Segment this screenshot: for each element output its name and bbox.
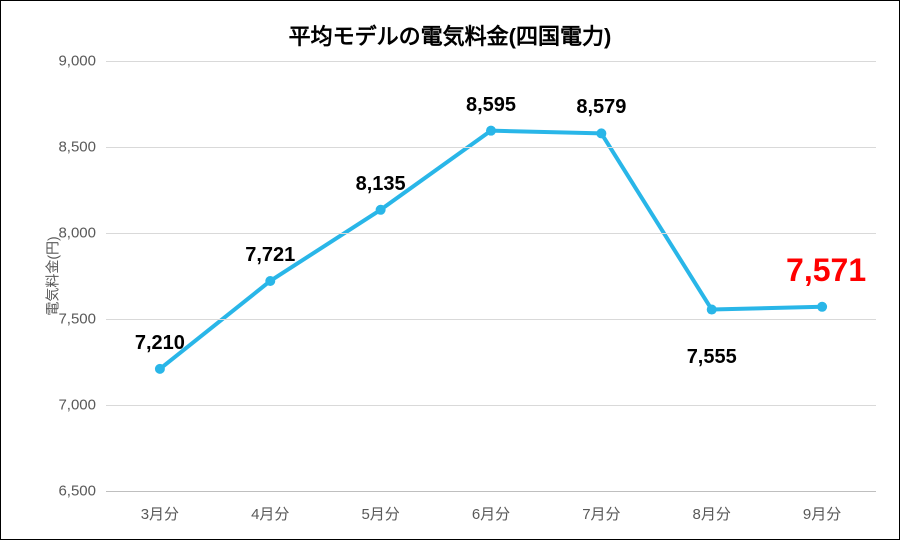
data-label: 7,555 bbox=[687, 346, 737, 369]
y-tick-label: 7,500 bbox=[58, 311, 96, 328]
data-label: 8,595 bbox=[466, 94, 516, 117]
data-marker bbox=[376, 205, 386, 215]
gridline bbox=[106, 61, 876, 62]
data-label-highlight: 7,571 bbox=[786, 252, 866, 289]
y-tick-label: 8,500 bbox=[58, 139, 96, 156]
y-tick-label: 9,000 bbox=[58, 53, 96, 70]
x-tick-label: 7月分 bbox=[582, 503, 620, 524]
gridline bbox=[106, 319, 876, 320]
chart-title: 平均モデルの電気料金(四国電力) bbox=[1, 19, 899, 51]
x-tick-label: 9月分 bbox=[803, 503, 841, 524]
data-marker bbox=[596, 128, 606, 138]
x-tick-label: 6月分 bbox=[472, 503, 510, 524]
plot-area: 6,5007,0007,5008,0008,5009,0003月分4月分5月分6… bbox=[106, 61, 876, 491]
x-tick-label: 8月分 bbox=[693, 503, 731, 524]
y-tick-label: 6,500 bbox=[58, 483, 96, 500]
data-marker bbox=[265, 276, 275, 286]
x-tick-label: 4月分 bbox=[251, 503, 289, 524]
gridline bbox=[106, 147, 876, 148]
y-axis-title: 電気料金(円) bbox=[43, 236, 63, 315]
data-marker bbox=[817, 302, 827, 312]
gridline bbox=[106, 233, 876, 234]
data-marker bbox=[155, 364, 165, 374]
gridline bbox=[106, 405, 876, 406]
data-label: 7,721 bbox=[245, 244, 295, 267]
data-marker bbox=[707, 305, 717, 315]
data-label: 8,579 bbox=[576, 96, 626, 119]
data-label: 7,210 bbox=[135, 332, 185, 355]
chart-container: 平均モデルの電気料金(四国電力) 電気料金(円) 6,5007,0007,500… bbox=[1, 1, 899, 539]
x-tick-label: 5月分 bbox=[361, 503, 399, 524]
data-label: 8,135 bbox=[356, 173, 406, 196]
y-tick-label: 8,000 bbox=[58, 225, 96, 242]
data-marker bbox=[486, 126, 496, 136]
line-layer bbox=[106, 61, 876, 491]
x-tick-label: 3月分 bbox=[141, 503, 179, 524]
gridline bbox=[106, 491, 876, 492]
y-tick-label: 7,000 bbox=[58, 397, 96, 414]
